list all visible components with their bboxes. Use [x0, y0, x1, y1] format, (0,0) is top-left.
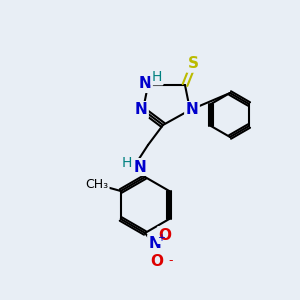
Text: N: N [186, 103, 198, 118]
Text: O: O [151, 254, 164, 268]
Text: N: N [148, 236, 161, 250]
Text: H: H [122, 156, 132, 170]
Text: N: N [134, 160, 146, 175]
Text: S: S [188, 56, 199, 70]
Text: H: H [152, 70, 162, 84]
Text: N: N [135, 103, 147, 118]
Text: -: - [169, 254, 173, 268]
Text: CH₃: CH₃ [85, 178, 108, 190]
Text: N: N [139, 76, 152, 92]
Text: +: + [157, 233, 165, 243]
Text: O: O [158, 227, 172, 242]
